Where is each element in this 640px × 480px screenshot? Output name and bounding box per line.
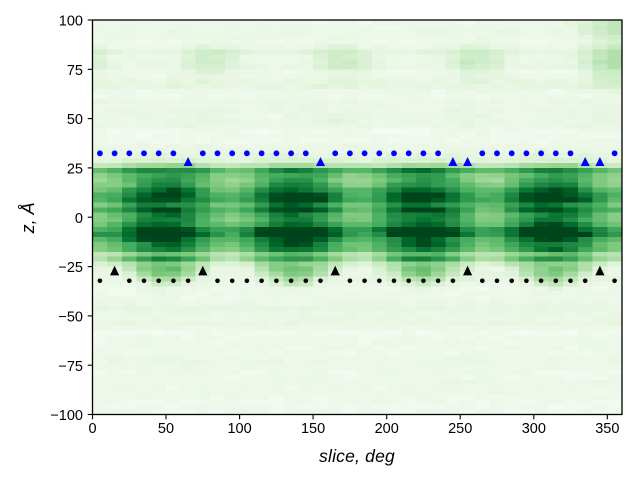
svg-text:−50: −50 — [58, 310, 83, 326]
svg-text:0: 0 — [75, 211, 83, 227]
svg-text:−100: −100 — [50, 408, 83, 424]
svg-text:300: 300 — [522, 421, 546, 437]
svg-text:350: 350 — [595, 421, 619, 437]
svg-text:250: 250 — [448, 421, 472, 437]
svg-text:100: 100 — [227, 421, 251, 437]
svg-text:−75: −75 — [58, 359, 83, 375]
svg-text:z, Å: z, Å — [18, 202, 38, 234]
svg-text:slice, deg: slice, deg — [319, 446, 395, 466]
svg-text:50: 50 — [158, 421, 174, 437]
svg-text:25: 25 — [67, 162, 83, 178]
svg-text:0: 0 — [88, 421, 96, 437]
svg-text:100: 100 — [59, 14, 83, 30]
svg-text:50: 50 — [67, 112, 83, 128]
svg-text:150: 150 — [301, 421, 325, 437]
svg-text:−25: −25 — [58, 260, 83, 276]
svg-text:200: 200 — [375, 421, 399, 437]
svg-text:75: 75 — [67, 63, 83, 79]
